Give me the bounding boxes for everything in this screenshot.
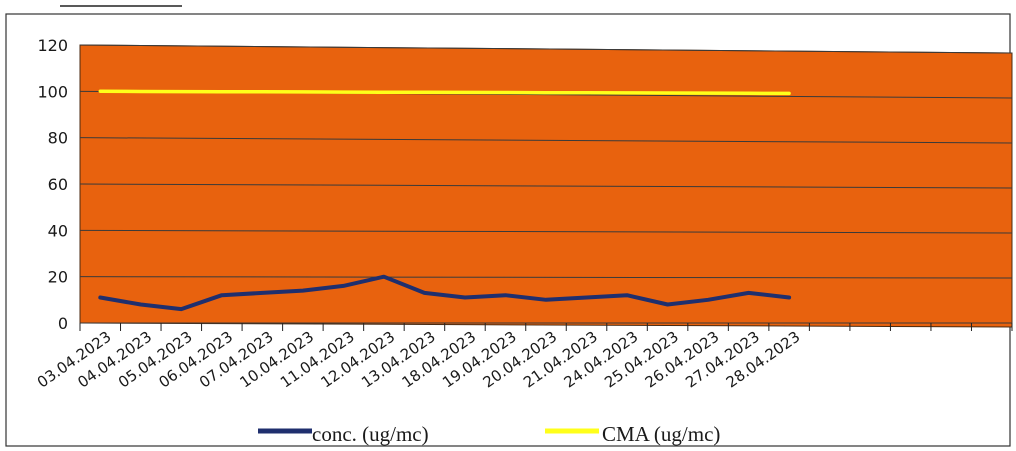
legend: conc. (ug/mc) CMA (ug/mc) bbox=[258, 422, 720, 446]
y-tick-label: 0 bbox=[58, 314, 68, 333]
series-layer bbox=[98, 89, 792, 312]
gridline bbox=[79, 276, 1013, 279]
gridline bbox=[79, 44, 1013, 54]
y-tick-label: 120 bbox=[37, 36, 68, 55]
y-tick-label: 80 bbox=[48, 129, 68, 148]
y-tick-label: 20 bbox=[48, 268, 68, 287]
y-tick-label: 40 bbox=[48, 221, 68, 240]
y-axis: 0 20 40 60 80 100 120 bbox=[37, 36, 68, 333]
plot-area bbox=[79, 44, 1013, 328]
series-line-conc bbox=[98, 274, 792, 312]
y-tick-label: 100 bbox=[37, 82, 68, 101]
gridline bbox=[79, 183, 1013, 189]
legend-label-conc: conc. (ug/mc) bbox=[312, 422, 429, 446]
y-tick-label: 60 bbox=[48, 175, 68, 194]
gridline bbox=[79, 137, 1013, 144]
series-line-cma bbox=[98, 89, 791, 96]
legend-label-cma: CMA (ug/mc) bbox=[602, 422, 720, 446]
gridline bbox=[79, 229, 1013, 234]
